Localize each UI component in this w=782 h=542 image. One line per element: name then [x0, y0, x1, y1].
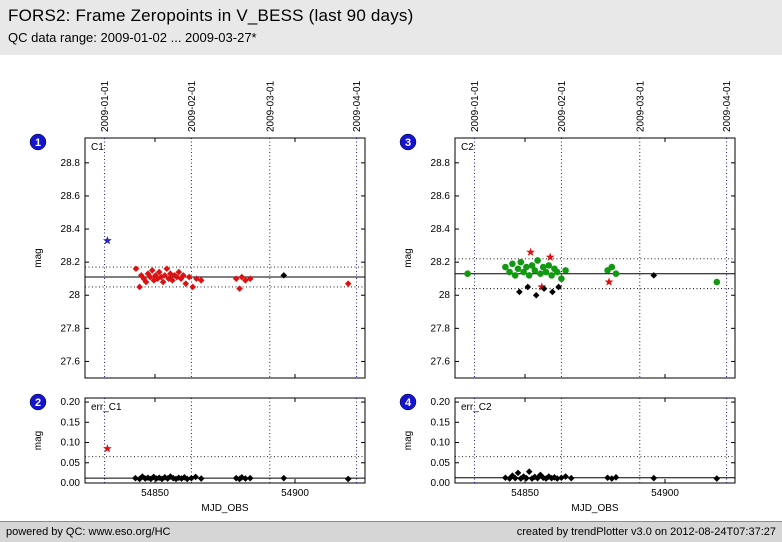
- page-title: FORS2: Frame Zeropoints in V_BESS (last …: [8, 6, 414, 25]
- y-axis-label: mag: [403, 248, 414, 267]
- series-zeropoints-flagged: [526, 247, 614, 291]
- plot-frame: [454, 397, 736, 484]
- y-tick-label: 28.4: [431, 224, 451, 235]
- badge-circle: [29, 393, 47, 411]
- series-error-outlier: [103, 444, 112, 453]
- footer-bar: powered by QC: www.eso.org/HC created by…: [0, 521, 782, 542]
- series-zeropoints-certified: [280, 272, 288, 279]
- series-zeropoints-ok: [464, 257, 721, 286]
- panel-label: C2: [461, 142, 474, 153]
- x-tick-label: 54850: [511, 488, 539, 499]
- x-tick-label: 54900: [281, 488, 309, 499]
- y-axis-label: mag: [33, 431, 44, 450]
- badge-circle: [399, 133, 417, 151]
- badge-number: 4: [405, 397, 412, 409]
- y-tick-label: 28.6: [61, 191, 81, 202]
- y-tick-label: 0.05: [61, 458, 81, 469]
- badge-number: 1: [35, 137, 41, 149]
- y-tick-label: 28: [439, 290, 451, 301]
- y-axis-label: mag: [33, 248, 44, 267]
- month-label: 2009-01-01: [100, 80, 111, 132]
- panel-label: err_C2: [461, 402, 492, 413]
- panel-badge-4[interactable]: 4: [399, 393, 417, 411]
- page-header: FORS2: Frame Zeropoints in V_BESS (last …: [0, 0, 782, 55]
- month-label: 2009-02-01: [557, 80, 568, 132]
- series-outlier-zeropoint: [103, 236, 112, 245]
- panel-badge-1[interactable]: 1: [29, 133, 47, 151]
- footer-powered-by[interactable]: powered by QC: www.eso.org/HC: [6, 526, 171, 538]
- series-zeropoints-certified: [516, 272, 658, 299]
- panel-err_C2: 0.00 0.05 0.10 0.15 0.20 54850 54900 mag MJD_OBS…: [403, 397, 736, 514]
- panel-label: C1: [91, 142, 104, 153]
- month-label: 2009-04-01: [352, 80, 363, 132]
- y-tick-label: 0.05: [431, 458, 451, 469]
- panel-err_C1: 0.00 0.05 0.10 0.15 0.20 54850 54900 mag MJD_OBS…: [33, 397, 366, 514]
- qc-data-range: QC data range: 2009-01-02 ... 2009-03-27…: [8, 30, 257, 45]
- panel-label: err_C1: [91, 402, 122, 413]
- month-label: 2009-04-01: [722, 80, 733, 132]
- panel-C2: 2009-01-01 2009-02-01 2009-03-01 2009-04-01…: [403, 80, 736, 379]
- badge-circle: [399, 393, 417, 411]
- x-tick-label: 54850: [141, 488, 169, 499]
- y-axis-label: mag: [403, 431, 414, 450]
- y-tick-label: 27.6: [61, 356, 81, 367]
- y-tick-label: 0.20: [61, 397, 81, 408]
- y-tick-label: 28.2: [431, 257, 451, 268]
- month-label: 2009-03-01: [265, 80, 276, 132]
- plots-canvas: 2009-01-01 2009-02-01 2009-03-01 2009-04-01…: [29, 80, 736, 514]
- plot-frame: [84, 397, 366, 484]
- y-tick-label: 28.8: [61, 158, 81, 169]
- y-tick-label: 0.00: [61, 478, 81, 489]
- panel-badge-3[interactable]: 3: [399, 133, 417, 151]
- y-tick-label: 28.4: [61, 224, 81, 235]
- y-tick-label: 27.6: [431, 356, 451, 367]
- y-tick-label: 0.00: [431, 478, 451, 489]
- y-tick-label: 28.6: [431, 191, 451, 202]
- plots-area: 2009-01-01 2009-02-01 2009-03-01 2009-04-01…: [0, 55, 782, 521]
- y-tick-label: 0.15: [431, 417, 451, 428]
- series-errors: [502, 468, 721, 482]
- x-axis-label: MJD_OBS: [571, 503, 619, 514]
- panel-C1: 2009-01-01 2009-02-01 2009-03-01 2009-04-01…: [33, 80, 366, 379]
- y-tick-label: 0.10: [431, 438, 451, 449]
- y-tick-label: 28.2: [61, 257, 81, 268]
- panel-badge-2[interactable]: 2: [29, 393, 47, 411]
- y-tick-label: 0.20: [431, 397, 451, 408]
- month-label: 2009-03-01: [635, 80, 646, 132]
- y-tick-label: 28: [69, 290, 81, 301]
- month-label: 2009-01-01: [470, 80, 481, 132]
- plot-frame: [84, 137, 366, 379]
- series-errors: [132, 473, 352, 483]
- month-label: 2009-02-01: [187, 80, 198, 132]
- badge-number: 2: [35, 397, 41, 409]
- x-axis-label: MJD_OBS: [201, 503, 249, 514]
- y-tick-label: 0.15: [61, 417, 81, 428]
- x-tick-label: 54900: [651, 488, 679, 499]
- y-tick-label: 0.10: [61, 438, 81, 449]
- footer-created-by: created by trendPlotter v3.0 on 2012-08-…: [516, 526, 776, 538]
- badge-circle: [29, 133, 47, 151]
- y-tick-label: 27.8: [61, 323, 81, 334]
- badge-number: 3: [405, 137, 411, 149]
- y-tick-label: 27.8: [431, 323, 451, 334]
- plot-frame: [454, 137, 736, 379]
- y-tick-label: 28.8: [431, 158, 451, 169]
- series-zeropoints-flagged: [132, 265, 352, 292]
